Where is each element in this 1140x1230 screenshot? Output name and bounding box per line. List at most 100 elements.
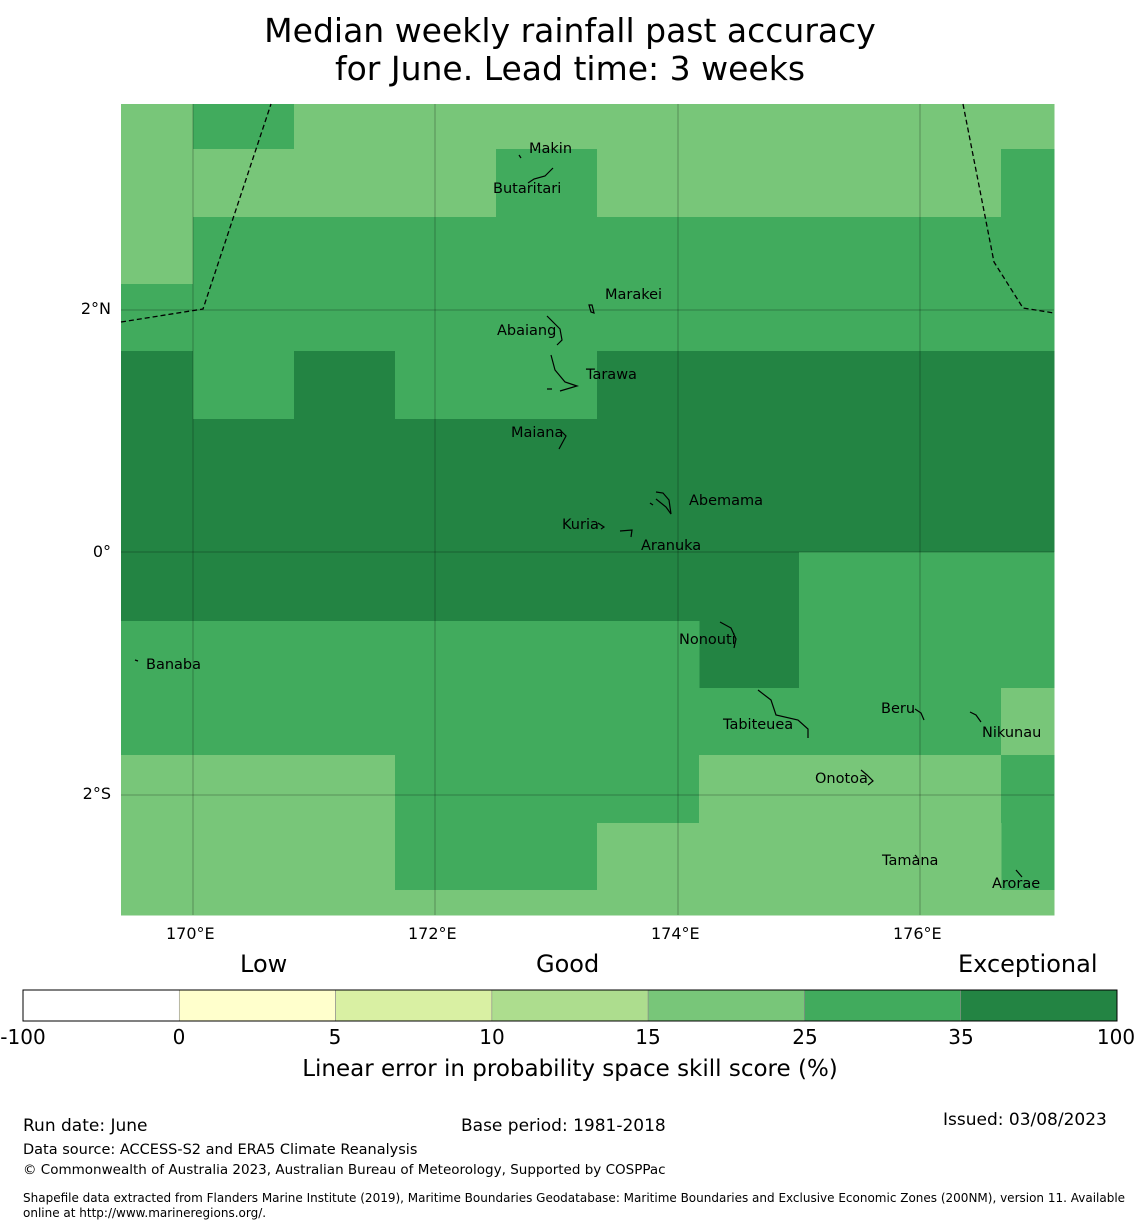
legend-category-good: Good — [536, 950, 600, 978]
island-shape-maiana — [558, 429, 567, 450]
skill-cell — [193, 149, 497, 218]
island-shape-marakei — [588, 304, 595, 314]
island-shape-beru — [914, 708, 925, 721]
skill-cell — [597, 104, 1002, 150]
island-shape-onotoa — [860, 769, 874, 786]
lat-label-2s: 2°S — [82, 784, 111, 803]
place-label-arorae: Arorae — [992, 876, 1041, 892]
colorbar-segment — [804, 989, 962, 1022]
skill-grid — [121, 104, 1055, 916]
colorbar-tick: 25 — [792, 1025, 818, 1049]
skill-cell — [1001, 890, 1055, 916]
data-source: Data source: ACCESS-S2 and ERA5 Climate … — [23, 1142, 418, 1158]
legend-category-low: Low — [240, 950, 288, 978]
colorbar-tick: 100 — [1096, 1025, 1136, 1049]
lat-label-2n: 2°N — [80, 299, 111, 318]
skill-cell — [496, 149, 598, 218]
place-label-aranuka: Aranuka — [641, 538, 702, 554]
skill-cell — [699, 755, 1002, 824]
skill-cell — [395, 351, 598, 420]
skill-cell — [395, 890, 598, 916]
island-shape-arorae — [1015, 869, 1023, 878]
skill-cell — [121, 284, 1055, 352]
colorbar-tick: 0 — [172, 1025, 186, 1049]
lon-label-176e: 176°E — [893, 924, 942, 943]
base-period: Base period: 1981-2018 — [461, 1116, 666, 1136]
skill-cell — [597, 149, 1002, 218]
skill-cell — [121, 552, 700, 622]
place-label-tarawa: Tarawa — [586, 367, 637, 383]
skill-cell — [1001, 104, 1055, 150]
skill-cell — [1001, 688, 1055, 756]
colorbar-frame — [22, 989, 1118, 1022]
graticule — [121, 104, 1054, 915]
run-date: Run date: June — [23, 1116, 148, 1136]
lon-label-170e: 170°E — [166, 924, 215, 943]
colorbar-segment — [335, 989, 493, 1022]
island-shape-tarawa — [550, 354, 580, 392]
colorbar-label: Linear error in probability space skill … — [302, 1056, 838, 1082]
skill-cell — [121, 104, 194, 285]
colorbar-segment — [178, 989, 336, 1022]
skill-cell — [193, 217, 1055, 286]
skill-cell — [294, 351, 396, 420]
island-shape-tabiteuea — [757, 689, 809, 738]
place-label-marakei: Marakei — [605, 287, 663, 303]
lat-label-0: 0° — [92, 542, 111, 561]
island-shape-makin — [518, 154, 522, 159]
island-shape-nikunau — [969, 711, 982, 723]
shapefile-credit: Shapefile data extracted from Flanders M… — [23, 1191, 1126, 1220]
skill-cell — [1001, 755, 1055, 891]
legend-category-exceptional: Exceptional — [958, 950, 1098, 978]
colorbar-segment — [22, 989, 180, 1022]
skill-cell — [121, 621, 700, 756]
island-shape-tamana — [914, 854, 918, 858]
skill-cell — [193, 351, 295, 420]
colorbar-tick: 10 — [479, 1025, 505, 1049]
lon-label-174e: 174°E — [651, 924, 700, 943]
skill-cell — [121, 755, 396, 916]
skill-cell — [699, 552, 800, 689]
place-label-tamana: Tamana — [882, 853, 939, 869]
eez-boundary-east — [962, 103, 1055, 314]
island-outlines — [134, 154, 1023, 878]
colorbar-tick: 5 — [328, 1025, 342, 1049]
colorbar-tick: 35 — [948, 1025, 974, 1049]
copyright-notice: © Commonwealth of Australia 2023, Austra… — [23, 1162, 666, 1178]
skill-cell — [699, 688, 1002, 756]
colorbar-segment — [647, 989, 805, 1022]
island-shape-abemama — [655, 491, 672, 515]
skill-cell — [597, 823, 1002, 916]
skill-cell — [1001, 149, 1055, 218]
skill-cell — [496, 104, 598, 150]
place-label-abemama: Abemama — [689, 493, 764, 509]
island-shape-banaba — [134, 659, 139, 662]
place-label-maiana: Maiana — [511, 425, 564, 441]
colorbar-tick: 15 — [635, 1025, 661, 1049]
skill-cell — [294, 104, 497, 150]
colorbar — [22, 989, 1118, 1022]
eez-boundary-west — [120, 103, 272, 323]
place-label-banaba: Banaba — [146, 657, 201, 673]
colorbar-segment — [491, 989, 649, 1022]
place-label-nikunau: Nikunau — [982, 725, 1042, 741]
skill-cell — [799, 552, 1055, 689]
island-shape-abaiang — [546, 315, 563, 346]
colorbar-segment — [960, 989, 1118, 1022]
map-title-line-1: Median weekly rainfall past accuracy — [264, 11, 876, 50]
place-label-kuria: Kuria — [562, 517, 599, 533]
map-title-line-2: for June. Lead time: 3 weeks — [334, 49, 806, 88]
island-shape-butaritari — [527, 167, 554, 184]
place-label-abaiang: Abaiang — [497, 323, 557, 339]
skill-cell — [395, 823, 598, 891]
skill-cell — [395, 755, 700, 824]
skill-cell — [193, 104, 295, 150]
island-shape-nonouti — [719, 621, 737, 649]
place-label-onotoa: Onotoa — [815, 771, 868, 787]
island-shape-kuria — [597, 522, 606, 530]
island-shape-aranuka — [619, 529, 633, 538]
place-label-beru: Beru — [881, 701, 916, 717]
place-label-makin: Makin — [529, 141, 573, 157]
issued-date: Issued: 03/08/2023 — [943, 1110, 1107, 1130]
place-label-butaritari: Butaritari — [493, 181, 562, 197]
